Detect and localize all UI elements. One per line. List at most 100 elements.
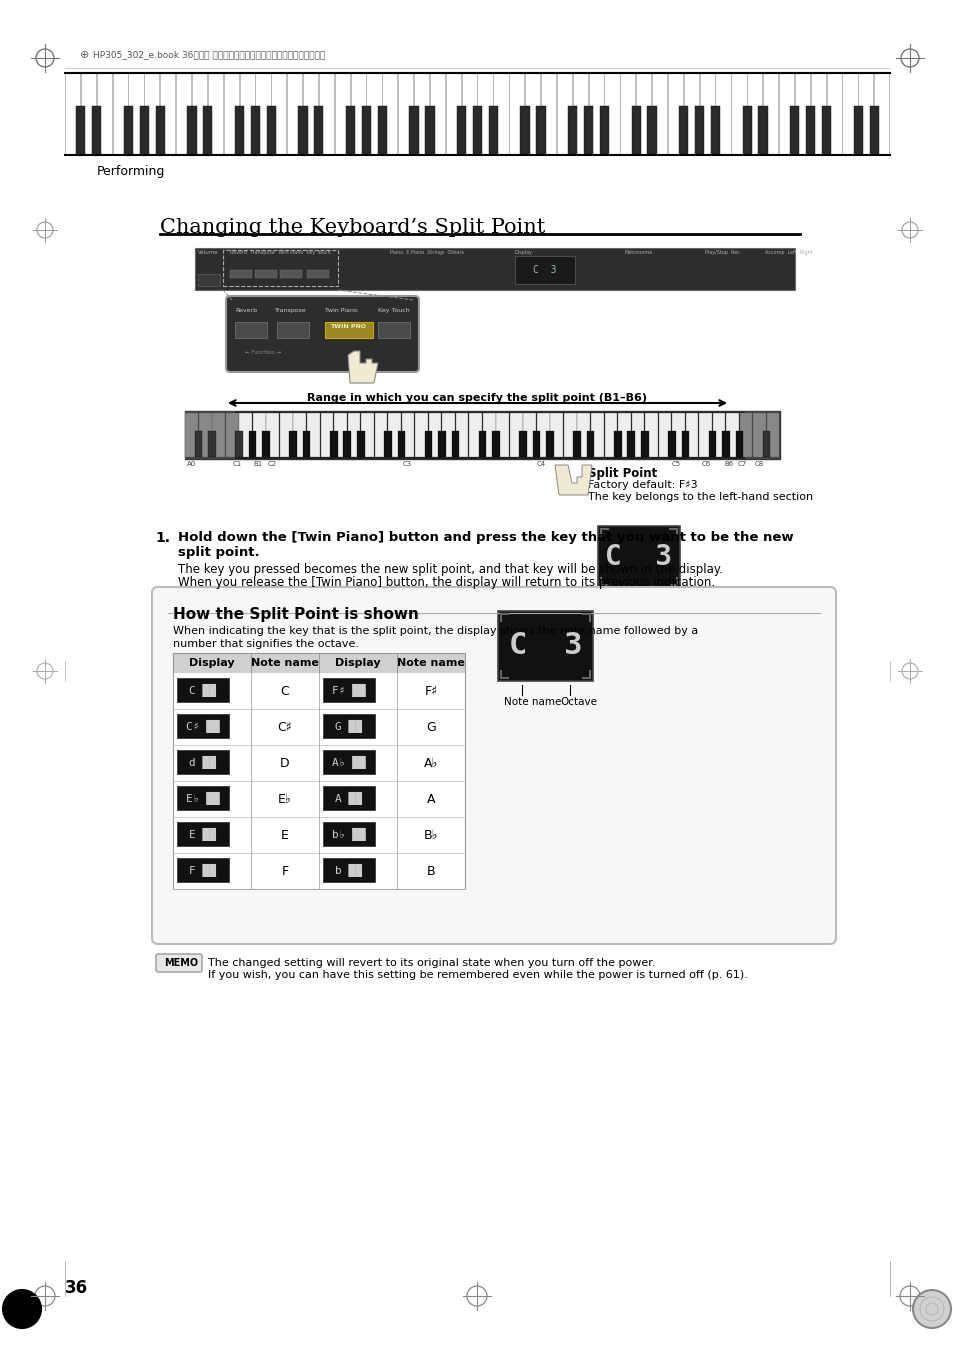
Bar xyxy=(335,73,350,155)
Text: How the Split Point is shown: How the Split Point is shown xyxy=(172,607,418,621)
Bar xyxy=(712,413,724,457)
Bar xyxy=(172,653,251,673)
Bar xyxy=(445,73,460,155)
Bar xyxy=(640,431,648,457)
Bar xyxy=(401,413,414,457)
Text: C♯: C♯ xyxy=(277,721,292,734)
Bar xyxy=(647,105,656,155)
Text: B: B xyxy=(426,865,435,878)
Bar xyxy=(198,274,220,286)
Text: Reverb  Transpose  Twin Piano  Key Touch: Reverb Transpose Twin Piano Key Touch xyxy=(230,250,331,255)
Bar xyxy=(721,431,729,457)
Bar xyxy=(177,858,229,882)
Text: Note name: Note name xyxy=(396,658,464,667)
Text: Hold down the [Twin Piano] button and press the key that you want to be the new: Hold down the [Twin Piano] button and pr… xyxy=(178,531,793,544)
Text: A♭: A♭ xyxy=(423,757,437,770)
Bar xyxy=(323,713,375,738)
Text: Piano  E.Piano  Strings  Others: Piano E.Piano Strings Others xyxy=(390,250,463,255)
Text: E ██: E ██ xyxy=(190,827,216,840)
Bar xyxy=(172,653,464,889)
Text: E: E xyxy=(281,830,289,842)
Text: F ██: F ██ xyxy=(190,863,216,877)
Bar xyxy=(853,105,862,155)
Bar xyxy=(735,431,742,457)
Bar xyxy=(323,786,375,811)
Bar xyxy=(267,105,275,155)
Text: Accomp  Left  Right: Accomp Left Right xyxy=(764,250,812,255)
Bar xyxy=(318,653,396,673)
Bar xyxy=(172,817,464,852)
Bar xyxy=(112,73,128,155)
Text: Metronome: Metronome xyxy=(624,250,653,255)
Bar xyxy=(758,105,767,155)
Bar xyxy=(537,413,549,457)
Text: d ██: d ██ xyxy=(190,755,216,769)
Bar xyxy=(350,73,365,155)
Text: Split Point: Split Point xyxy=(587,467,657,480)
Bar xyxy=(213,413,225,457)
Bar xyxy=(177,821,229,846)
Bar xyxy=(430,73,445,155)
Bar xyxy=(239,73,254,155)
Bar xyxy=(160,73,175,155)
Bar xyxy=(280,270,302,278)
Bar xyxy=(254,270,276,278)
Bar xyxy=(330,431,337,457)
Text: Octave: Octave xyxy=(559,697,597,707)
Text: Range in which you can specify the split point (B1–B6): Range in which you can specify the split… xyxy=(307,393,646,403)
Text: C  3: C 3 xyxy=(605,543,672,571)
Text: F: F xyxy=(281,865,288,878)
Bar xyxy=(667,73,682,155)
Bar xyxy=(343,431,351,457)
Bar xyxy=(699,73,714,155)
Text: Note name: Note name xyxy=(503,697,560,707)
Bar xyxy=(524,73,539,155)
Bar xyxy=(753,413,765,457)
Bar xyxy=(172,744,464,781)
Bar xyxy=(810,73,825,155)
FancyBboxPatch shape xyxy=(152,586,835,944)
Text: B1: B1 xyxy=(253,461,262,467)
Bar xyxy=(631,413,643,457)
Bar xyxy=(478,431,486,457)
Text: HP305_302_e.book 36ページ ２０１０年１月５日　火曜日　午後１２時２分: HP305_302_e.book 36ページ ２０１０年１月５日 火曜日 午後１… xyxy=(92,50,325,59)
Bar xyxy=(627,431,635,457)
Bar xyxy=(271,73,286,155)
Text: C1: C1 xyxy=(233,461,242,467)
Bar xyxy=(618,413,630,457)
Text: A: A xyxy=(426,793,435,807)
Bar xyxy=(347,413,360,457)
Text: Display: Display xyxy=(515,250,533,255)
Bar xyxy=(226,413,238,457)
Bar xyxy=(356,431,364,457)
Text: ⊕: ⊕ xyxy=(80,50,90,59)
Bar xyxy=(695,105,703,155)
Bar xyxy=(234,322,267,338)
Bar xyxy=(573,431,580,457)
Bar xyxy=(766,413,779,457)
Bar xyxy=(377,105,387,155)
Bar xyxy=(515,255,575,284)
Bar xyxy=(496,413,509,457)
Bar xyxy=(518,431,526,457)
Bar xyxy=(588,73,603,155)
Bar xyxy=(235,431,243,457)
Text: C  3: C 3 xyxy=(508,631,581,661)
Bar xyxy=(185,413,198,457)
Bar xyxy=(223,73,238,155)
Bar xyxy=(176,73,191,155)
Bar xyxy=(741,105,751,155)
Text: Performing: Performing xyxy=(97,165,165,178)
Bar xyxy=(198,413,212,457)
Bar xyxy=(619,73,635,155)
Bar xyxy=(375,413,387,457)
Bar xyxy=(177,678,229,703)
Bar xyxy=(710,105,720,155)
Bar xyxy=(144,73,159,155)
Bar xyxy=(437,431,445,457)
Bar xyxy=(683,73,699,155)
Text: b ██: b ██ xyxy=(335,863,362,877)
Bar xyxy=(318,73,334,155)
Bar xyxy=(679,105,688,155)
Bar xyxy=(708,431,716,457)
